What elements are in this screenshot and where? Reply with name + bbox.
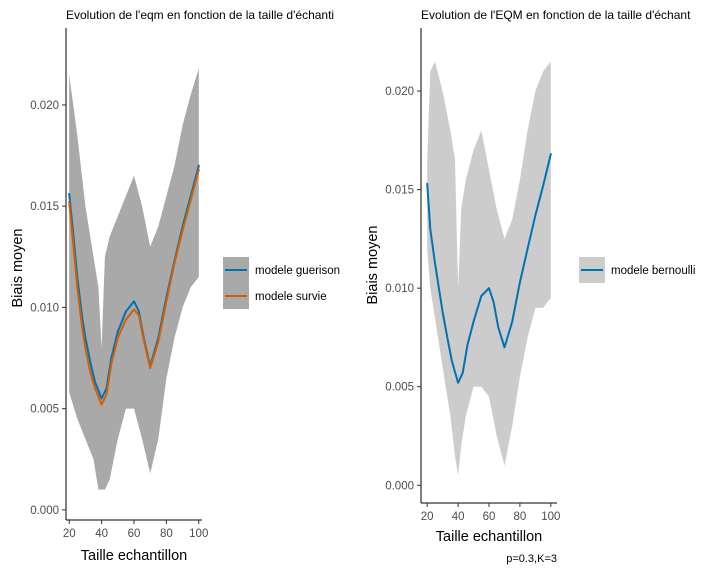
y-tick-label: 0.005	[30, 404, 59, 416]
chart-title: Evolution de l'eqm en fonction de la tai…	[66, 8, 334, 22]
x-tick-label: 40	[452, 511, 465, 523]
y-tick-label: 0.010	[385, 283, 414, 295]
x-tick-label: 20	[421, 511, 434, 523]
y-tick-label: 0.000	[30, 505, 59, 517]
legend-label: modele guerison	[255, 265, 340, 277]
confidence-band	[69, 68, 199, 490]
series-line-1	[68, 168, 200, 406]
y-tick-label: 0.005	[385, 382, 414, 394]
y-tick-label: 0.015	[30, 201, 59, 213]
legend: modele bernoulli	[579, 257, 695, 283]
y-tick-label: 0.020	[385, 86, 414, 98]
x-tick-label: 100	[189, 528, 208, 540]
y-tick-label: 0.020	[30, 100, 59, 112]
legend: modele guerison modele survie	[223, 257, 340, 309]
y-tick-label: 0.015	[385, 185, 414, 197]
x-tick-label: 80	[160, 528, 173, 540]
x-tick-label: 100	[541, 511, 560, 523]
y-tick-label: 0.010	[30, 302, 59, 314]
chart-left: 0.000 0.005 0.010 0.015 0.020 20 40 60 80 100 Evol…	[10, 8, 340, 564]
x-tick-label: 40	[95, 528, 108, 540]
x-tick-label: 60	[483, 511, 496, 523]
caption: p=0.3,K=3	[506, 553, 557, 565]
x-axis-title: Taille echantillon	[436, 529, 542, 545]
chart-title: Evolution de l'EQM en fonction de la tai…	[421, 8, 691, 22]
chart-right: 0.000 0.005 0.010 0.015 0.020 20 40 60 80 100 Evol…	[365, 8, 695, 565]
legend-label: modele survie	[255, 291, 327, 303]
x-axis-title: Taille echantillon	[81, 548, 187, 564]
y-axis-title: Biais moyen	[365, 226, 381, 305]
y-axis-title: Biais moyen	[10, 229, 26, 308]
y-tick-label: 0.000	[385, 480, 414, 492]
x-tick-label: 20	[63, 528, 76, 540]
x-tick-label: 80	[514, 511, 527, 523]
legend-label: modele bernoulli	[611, 265, 695, 277]
confidence-band	[427, 61, 551, 476]
x-tick-label: 60	[128, 528, 141, 540]
series-line-0	[426, 153, 552, 384]
